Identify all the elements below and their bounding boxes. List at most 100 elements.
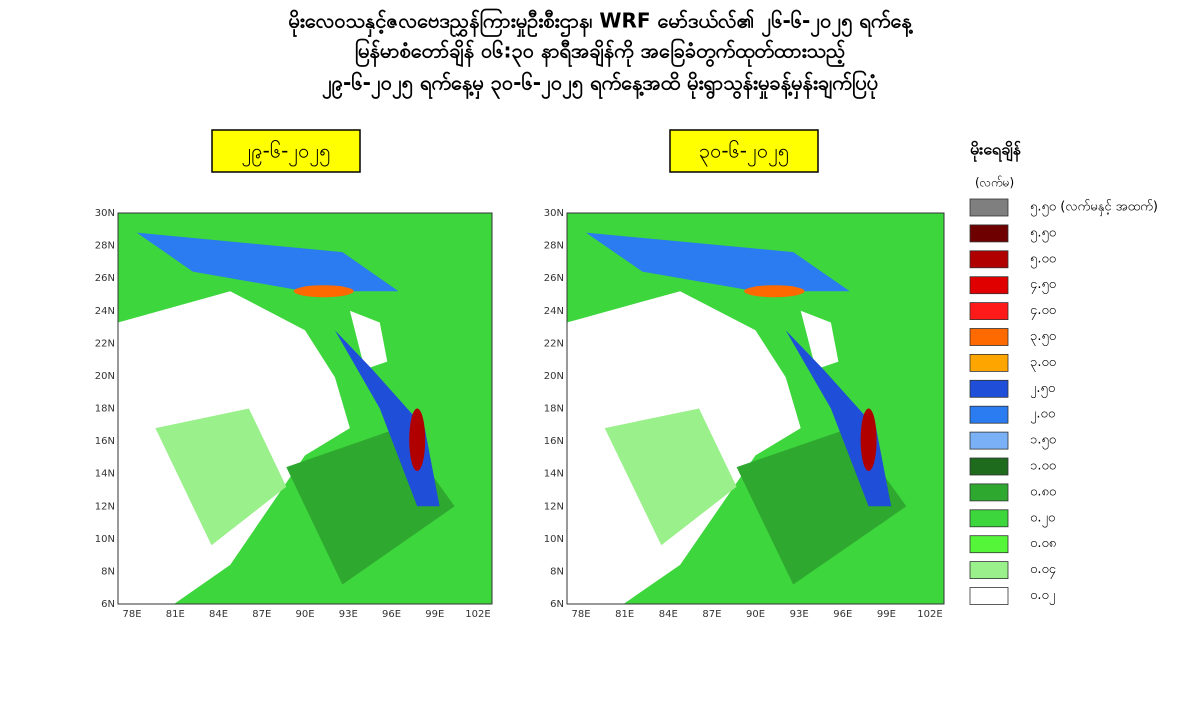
dry-area (349, 310, 388, 370)
legend-label: ၀.၂၀ (1030, 510, 1055, 527)
lon-label: 90E (746, 609, 765, 620)
legend-label: ၅.၅၀ (1030, 225, 1056, 242)
legend-label: ၀.၈၀ (1030, 484, 1056, 499)
lat-label: 28N (544, 241, 564, 252)
map-frame (566, 212, 945, 605)
lon-label: 78E (571, 609, 590, 620)
legend-label: ၂.၅၀ (1030, 381, 1055, 398)
legend-label: ၀.၀၄ (1030, 562, 1057, 579)
lon-label: 99E (877, 609, 896, 620)
legend-label: ၀.၀၈ (1030, 536, 1056, 551)
map-frame (117, 212, 493, 605)
lon-label: 102E (917, 609, 942, 620)
legend-swatch (969, 353, 1009, 372)
lat-label: 16N (95, 436, 115, 447)
date-box (669, 129, 819, 173)
legend-swatch (969, 224, 1009, 243)
lat-label: 26N (544, 273, 564, 284)
lat-label: 22N (544, 338, 564, 349)
lat-label: 6N (101, 599, 115, 610)
lat-label: 24N (544, 306, 564, 317)
legend-unit: (လက်မ) (975, 175, 1014, 190)
extreme-rain (293, 285, 354, 298)
lon-label: 84E (209, 609, 228, 620)
lat-label: 14N (95, 469, 115, 480)
legend-label: ၂.၀၀ (1030, 407, 1055, 424)
heavy-band (585, 232, 850, 292)
lat-label: 30N (544, 208, 564, 219)
lat-label: 12N (544, 501, 564, 512)
lat-label: 24N (95, 306, 115, 317)
lon-label: 93E (790, 609, 809, 620)
lon-label: 93E (339, 609, 358, 620)
legend-label: ၅.၀၀ (1030, 251, 1056, 268)
lat-label: 18N (544, 404, 564, 415)
lat-label: 16N (544, 436, 564, 447)
lat-label: 20N (95, 371, 115, 382)
legend-label: ၁.၅၀ (1030, 433, 1056, 450)
legend-swatch (969, 509, 1009, 528)
lat-label: 30N (95, 208, 115, 219)
map-panel: ၃၀-၆-၂၀၂၅ 30N 28N 26N 24N 22N 20N 18N 16N 14N 12N 1… (544, 129, 945, 620)
legend-label: ၅.၅၀ (လက်မနှင့် အထက်) (1030, 199, 1158, 217)
lon-label: 87E (702, 609, 721, 620)
lon-label: 87E (252, 609, 271, 620)
lat-label: 28N (95, 241, 115, 252)
lat-label: 10N (95, 534, 115, 545)
legend-label: ၁.၀၀ (1030, 459, 1056, 474)
lon-label: 81E (615, 609, 634, 620)
legend-swatch (969, 431, 1009, 450)
lon-label: 99E (425, 609, 444, 620)
legend-label: ၃.၀၀ (1030, 355, 1056, 372)
title-line: မြန်မာစံတော်ချိန် ၀၆:၃၀ နာရီအချိန်ကို အခ… (355, 38, 846, 68)
legend-swatch (969, 587, 1009, 605)
lon-label: 81E (166, 609, 185, 620)
map-panel: ၂၉-၆-၂၀၂၅ 30N 28N 26N 24N 22N 20N 18N 16N 14N 12N 1… (95, 129, 493, 620)
extreme-rain (860, 408, 877, 472)
legend-swatch (969, 561, 1009, 579)
legend-swatch (969, 457, 1009, 476)
lon-label: 90E (295, 609, 314, 620)
date-label: ၃၀-၆-၂၀၂၅ (699, 139, 789, 167)
lat-label: 18N (95, 404, 115, 415)
lon-label: 96E (833, 609, 852, 620)
legend-swatch (969, 302, 1009, 321)
legend-swatch (969, 276, 1009, 295)
lon-label: 78E (122, 609, 141, 620)
lat-label: 6N (550, 599, 564, 610)
legend-swatch (969, 328, 1009, 346)
legend-swatch (969, 379, 1009, 398)
lat-label: 12N (95, 501, 115, 512)
lat-label: 20N (544, 371, 564, 382)
legend-swatch (969, 405, 1009, 424)
lon-label: 102E (465, 609, 490, 620)
dry-area (800, 310, 839, 370)
title-line: မိုးလေဝသနှင့်ဇလဗေဒညွှန်ကြားမှုဦးစီးဌာန၊ … (288, 8, 913, 38)
light-rain (604, 408, 737, 546)
lat-label: 26N (95, 273, 115, 284)
legend-title: မိုးရေချိန် (970, 140, 1022, 163)
light-rain (155, 408, 287, 546)
lat-label: 8N (101, 566, 115, 577)
lon-label: 84E (659, 609, 678, 620)
legend-swatch (969, 483, 1009, 502)
legend-label: ၄.၅၀ (1030, 277, 1056, 294)
legend-label: ၀.၀၂ (1030, 588, 1055, 605)
legend-label: ၃.၅၀ (1030, 329, 1056, 346)
lat-label: 8N (550, 566, 564, 577)
heavy-band (136, 232, 399, 292)
date-label: ၂၉-၆-၂၀၂၅ (242, 139, 331, 167)
date-box (211, 129, 361, 173)
legend-label: ၄.၀၀ (1030, 303, 1056, 320)
title-line: ၂၉-၆-၂၀၂၅ ရက်နေ့မှ ၃၀-၆-၂၀၂၅ ရက်နေ့အထိ မ… (322, 70, 878, 100)
lat-label: 10N (544, 534, 564, 545)
lat-label: 22N (95, 338, 115, 349)
lat-label: 14N (544, 469, 564, 480)
extreme-rain (744, 285, 805, 298)
legend-swatch (969, 250, 1009, 269)
lon-label: 96E (382, 609, 401, 620)
legend-swatch (969, 198, 1009, 217)
legend-swatch (969, 535, 1009, 554)
extreme-rain (409, 408, 426, 472)
